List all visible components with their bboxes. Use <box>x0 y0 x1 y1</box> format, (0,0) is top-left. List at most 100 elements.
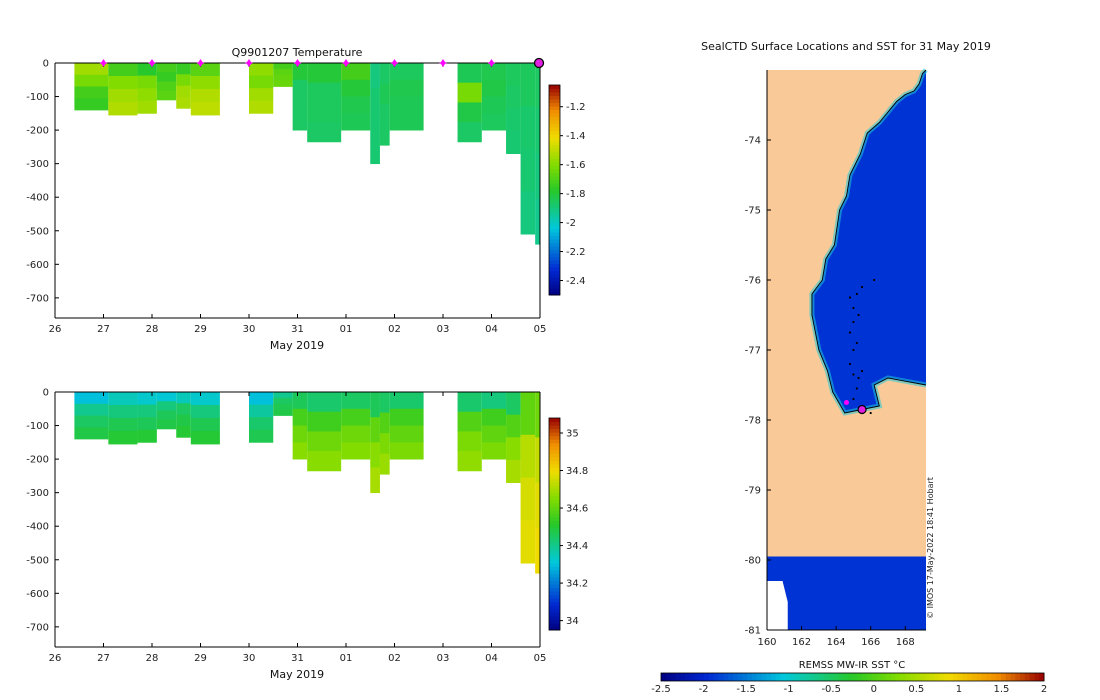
colorbar-segment <box>549 291 560 296</box>
profile-cell <box>292 63 308 81</box>
profile-cell <box>341 425 371 443</box>
y-tick-label: -500 <box>26 226 49 237</box>
profile-cell <box>481 113 507 131</box>
sst-colorbar-frame <box>660 672 1045 682</box>
sst-colorbar-segment <box>785 673 791 681</box>
profile-cell <box>379 63 390 84</box>
sst-colorbar-segment <box>661 673 667 681</box>
profile-cell <box>156 81 177 92</box>
colorbar-segment <box>549 151 560 156</box>
profile-cell <box>137 417 157 431</box>
colorbar-segment <box>549 506 560 511</box>
sst-colorbar-segment <box>684 673 691 681</box>
colorbar-segment <box>549 165 560 170</box>
colorbar-segment <box>549 183 560 187</box>
profile-cell <box>137 100 157 114</box>
y-tick-label: -100 <box>26 421 49 432</box>
colorbar-tick-label: -2.2 <box>566 247 586 258</box>
profile-cell <box>176 403 191 416</box>
profile-cell <box>74 403 109 416</box>
sst-colorbar-segment <box>972 673 978 681</box>
profile-cell <box>137 392 157 405</box>
profile-cell <box>341 113 371 131</box>
colorbar-segment <box>549 253 560 257</box>
sst-colorbar-segment <box>790 673 796 681</box>
profile-cell <box>341 442 371 460</box>
profile-cell <box>74 415 109 428</box>
colorbar-segment <box>549 615 560 620</box>
profile-cell <box>249 88 274 102</box>
colorbar-segment <box>549 155 560 159</box>
track-point <box>852 373 855 376</box>
profile-cell <box>341 392 371 410</box>
sst-colorbar-tick-label: -1 <box>784 684 794 695</box>
salinity-x-axis-label: May 2019 <box>270 668 324 681</box>
x-tick-label: 27 <box>97 324 110 335</box>
y-tick-label: -200 <box>26 126 49 137</box>
profile-cell <box>370 88 380 114</box>
colorbar-segment <box>549 109 560 114</box>
colorbar-tick-label: -2.4 <box>566 276 586 287</box>
sst-colorbar-segment <box>694 673 700 681</box>
profile-cell <box>156 63 177 73</box>
map-y-tick-label: -76 <box>745 276 761 287</box>
profile-cell <box>190 76 220 90</box>
profile-cell <box>108 431 138 445</box>
colorbar-segment <box>549 148 560 152</box>
map-title: SealCTD Surface Locations and SST for 31… <box>701 40 991 53</box>
x-tick-label: 02 <box>388 653 401 664</box>
colorbar-segment <box>549 569 560 574</box>
profile-cell <box>535 153 540 200</box>
sst-colorbar-tick-label: 1.5 <box>993 684 1009 695</box>
sst-colorbar-segment <box>799 673 806 681</box>
profile-cell <box>156 90 177 101</box>
sst-colorbar-segment <box>962 673 968 681</box>
colorbar-segment <box>549 274 560 278</box>
map-y-tick-label: -79 <box>745 486 761 497</box>
sst-colorbar-tick-label: 0.5 <box>908 684 924 695</box>
profile-cell <box>506 437 521 461</box>
sst-colorbar-segment <box>751 673 758 681</box>
profile-cell <box>249 404 274 418</box>
sst-colorbar-segment <box>847 673 853 681</box>
y-tick-label: -300 <box>26 159 49 170</box>
sst-colorbar-segment <box>842 673 849 681</box>
salinity-section-plot: 26 27 28 29 30 31 01 02 03 04 05 0 -100 -200 -300 -400 -… <box>26 388 588 665</box>
sst-colorbar-segment <box>1005 673 1011 681</box>
profile-cell <box>273 68 293 76</box>
profile-cell <box>535 482 540 529</box>
x-tick-label: 28 <box>146 324 159 335</box>
sst-colorbar-segment <box>718 673 724 681</box>
sst-colorbar-segment <box>919 673 925 681</box>
colorbar-segment <box>549 446 560 451</box>
colorbar-segment <box>549 555 560 560</box>
profile-cell <box>457 451 482 472</box>
sst-colorbar-segment <box>689 673 696 681</box>
x-tick-label: 29 <box>194 653 207 664</box>
sst-colorbar-tick-label: 2 <box>1041 684 1047 695</box>
colorbar-segment <box>549 232 560 236</box>
colorbar-segment <box>549 428 560 433</box>
colorbar-segment <box>549 225 560 229</box>
track-point <box>869 411 872 415</box>
profile-cell <box>370 442 380 468</box>
sst-colorbar-segment <box>852 673 858 681</box>
profile-cell <box>481 96 507 114</box>
map-x-tick-label: 164 <box>827 637 846 648</box>
colorbar-segment <box>549 113 560 117</box>
track-point <box>860 285 864 289</box>
profile-cell <box>190 63 220 77</box>
colorbar-segment <box>549 249 560 254</box>
sst-colorbar-segment <box>833 673 839 681</box>
colorbar-segment <box>549 432 560 437</box>
colorbar-segment <box>549 559 560 564</box>
map-x-tick-label: 168 <box>896 637 915 648</box>
colorbar-tick-label: 34 <box>566 616 579 627</box>
profile-cell <box>137 63 157 76</box>
colorbar-tick-label: -1.2 <box>566 102 586 113</box>
profile-cell <box>176 96 191 109</box>
profile-cell <box>74 74 109 87</box>
colorbar-segment <box>549 418 560 423</box>
colorbar-segment <box>549 471 560 476</box>
profile-cell <box>292 392 308 410</box>
